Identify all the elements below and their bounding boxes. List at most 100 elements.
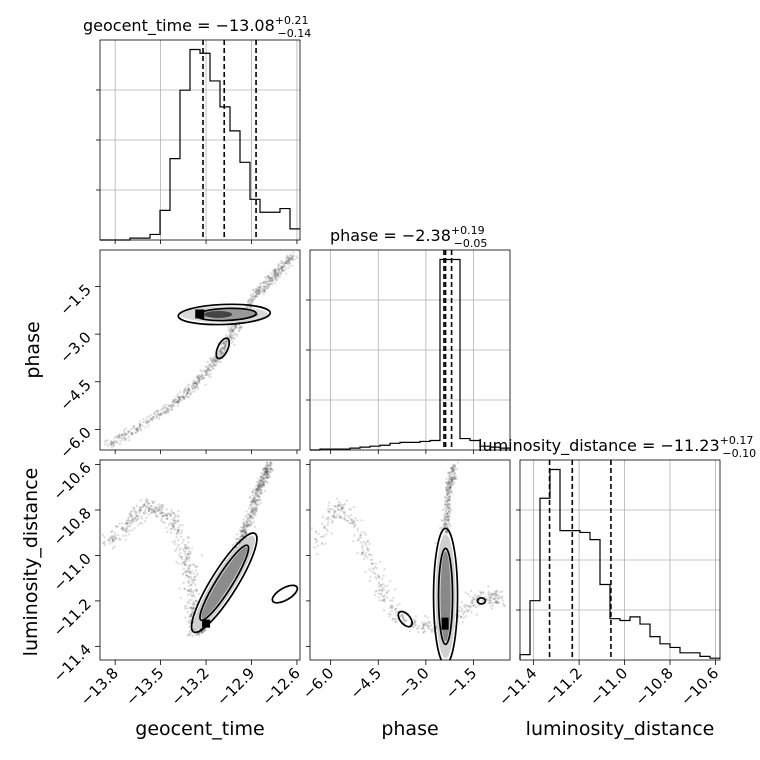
- sample-point: [245, 531, 248, 534]
- sample-point: [244, 533, 247, 536]
- sample-point: [333, 515, 336, 518]
- sample-point: [187, 389, 190, 392]
- sample-point: [255, 292, 258, 296]
- sample-point: [124, 438, 128, 442]
- sample-point: [265, 470, 268, 473]
- sample-point: [245, 525, 248, 528]
- sample-point: [268, 279, 271, 282]
- sample-point: [148, 508, 151, 511]
- sample-point: [127, 519, 130, 522]
- sample-point: [135, 519, 138, 523]
- sample-point: [259, 484, 262, 487]
- sample-point: [229, 338, 232, 342]
- sample-point: [177, 528, 180, 532]
- sample-point: [163, 512, 166, 515]
- sample-point: [266, 475, 269, 479]
- histogram-phase: [310, 258, 510, 451]
- sample-point: [494, 596, 498, 599]
- sample-point: [316, 539, 319, 542]
- sample-point: [448, 497, 451, 500]
- sample-point: [179, 547, 182, 550]
- sample-point: [176, 528, 179, 532]
- sample-point: [249, 305, 253, 309]
- sample-point: [173, 519, 176, 522]
- sample-point: [121, 529, 124, 532]
- sample-point: [218, 350, 221, 353]
- sample-point: [209, 369, 212, 372]
- sample-point: [137, 509, 141, 512]
- sample-point: [446, 487, 449, 490]
- sample-point: [395, 620, 398, 623]
- sample-point: [190, 594, 194, 597]
- sample-point: [444, 522, 447, 525]
- sample-point: [349, 508, 352, 511]
- sample-point: [198, 634, 201, 637]
- sample-point: [259, 492, 262, 495]
- sample-point: [251, 491, 254, 494]
- sample-point: [175, 398, 178, 401]
- sample-point: [465, 608, 468, 611]
- sample-point: [129, 514, 132, 517]
- sample-point: [482, 592, 485, 595]
- sample-point: [361, 549, 365, 552]
- sample-point: [430, 629, 433, 632]
- sample-point: [187, 633, 190, 636]
- title-luminosity-distance: luminosity_distance = −11.23+0.17 −0.10: [478, 434, 756, 460]
- sample-point: [235, 325, 238, 328]
- sample-point: [277, 272, 280, 276]
- sample-point: [122, 435, 125, 438]
- sample-point: [279, 267, 282, 270]
- sample-point: [251, 494, 254, 497]
- sample-point: [191, 570, 194, 573]
- xtick-label-luminosity_distance-1: −11.2: [541, 664, 586, 709]
- sample-point: [290, 258, 293, 262]
- sample-point: [258, 484, 261, 487]
- sample-point: [189, 615, 193, 618]
- sample-point: [219, 351, 222, 355]
- sample-point: [123, 431, 126, 434]
- sample-point: [248, 515, 251, 518]
- sample-point: [230, 327, 233, 330]
- sample-point: [211, 367, 214, 371]
- sample-point: [112, 540, 116, 543]
- sample-point: [132, 424, 135, 428]
- sample-point: [356, 538, 360, 542]
- sample-point: [268, 467, 271, 470]
- sample-point: [257, 289, 260, 292]
- sample-point: [446, 519, 450, 522]
- sample-point: [449, 485, 452, 488]
- sample-point: [446, 489, 449, 492]
- sample-point: [196, 572, 199, 575]
- sample-point: [160, 413, 163, 416]
- sample-point: [190, 590, 193, 593]
- sample-point: [222, 347, 225, 350]
- sample-point: [218, 354, 221, 357]
- sample-point: [183, 388, 187, 391]
- sample-point: [223, 347, 227, 350]
- sample-point: [230, 326, 233, 329]
- sample-point: [119, 436, 122, 439]
- sample-point: [316, 552, 319, 556]
- sample-point: [276, 275, 279, 278]
- sample-point: [189, 564, 192, 567]
- sample-point: [378, 599, 381, 602]
- sample-point: [150, 414, 153, 417]
- sample-point: [332, 508, 335, 512]
- sample-point: [250, 508, 253, 512]
- sample-point: [101, 542, 105, 545]
- sample-point: [256, 288, 259, 291]
- sample-point: [180, 563, 184, 566]
- sample-point: [171, 518, 174, 521]
- sample-point: [222, 341, 225, 344]
- sample-point: [257, 286, 260, 289]
- sample-point: [153, 410, 156, 413]
- sample-point: [184, 555, 187, 558]
- sample-point: [254, 290, 257, 293]
- sample-point: [385, 596, 389, 599]
- sample-point: [420, 627, 423, 630]
- sample-point: [240, 526, 243, 529]
- sample-point: [248, 503, 252, 506]
- sample-point: [161, 514, 165, 518]
- sample-point: [173, 519, 176, 522]
- contour-island: [397, 610, 414, 628]
